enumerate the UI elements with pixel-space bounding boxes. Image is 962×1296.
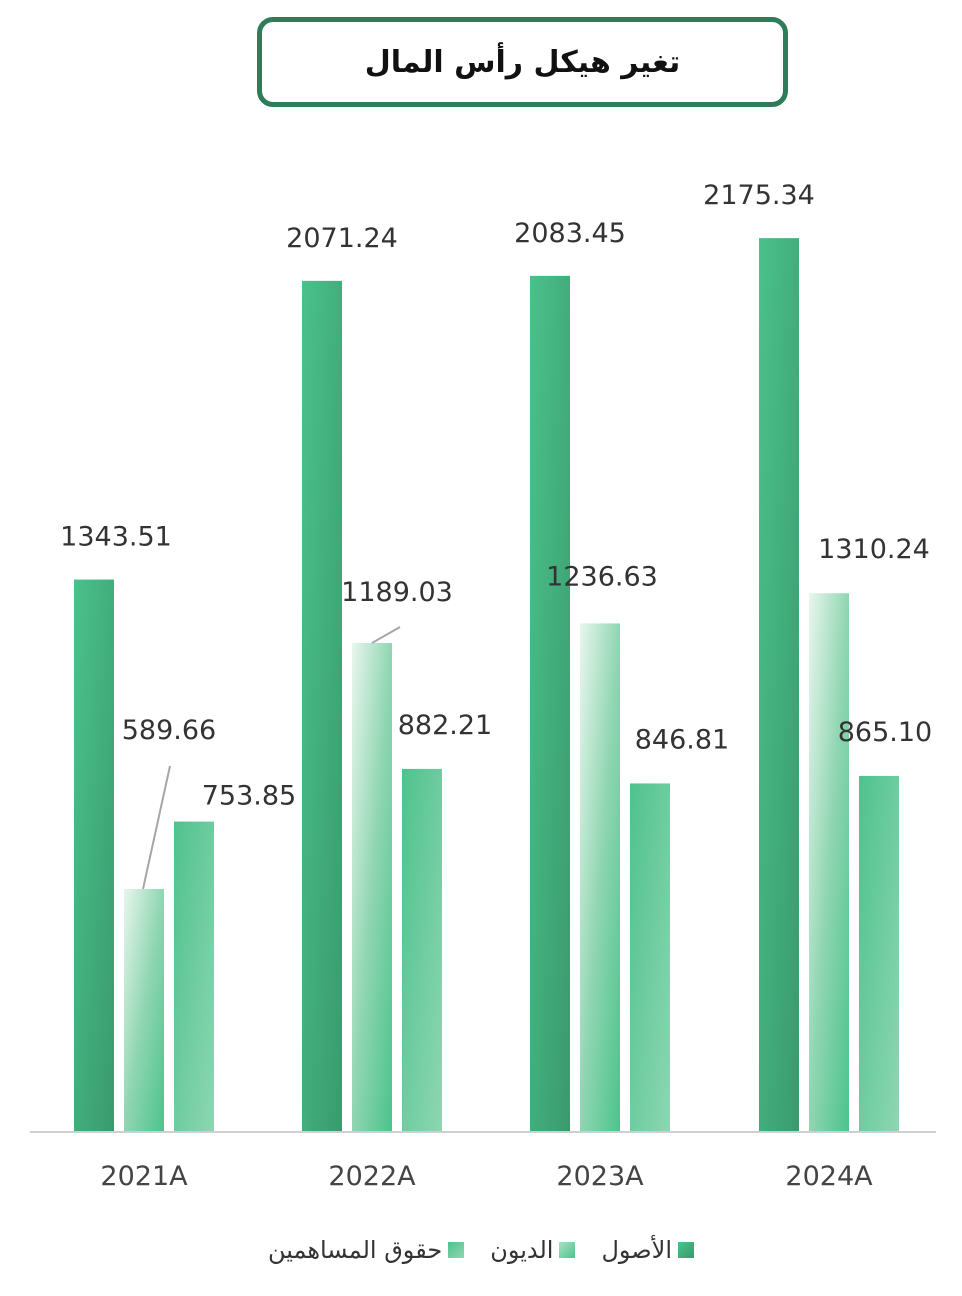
bar-assets-2023A [530, 275, 570, 1131]
data-label-assets-2023A: 2083.45 [514, 218, 626, 249]
leader-line-debt-2021A [142, 765, 171, 890]
bar-assets-2021A [74, 579, 114, 1131]
bar-equity-2024A [859, 775, 899, 1131]
data-label-debt-2022A: 1189.03 [341, 577, 453, 608]
x-tick-label-2021A: 2021A [100, 1161, 188, 1192]
legend-item-equity: حقوق المساهمين [267, 1236, 465, 1264]
legend-label-debt: الديون [490, 1236, 554, 1264]
bar-assets-2022A [302, 280, 342, 1132]
bar-debt-2022A [352, 642, 392, 1131]
legend-label-equity: حقوق المساهمين [267, 1236, 443, 1264]
chart-legend: حقوق المساهمين الديون الأصول [0, 1230, 962, 1270]
bar-equity-2022A [402, 768, 442, 1131]
x-tick-label-2022A: 2022A [328, 1161, 416, 1192]
x-tick-label-2024A: 2024A [785, 1161, 873, 1192]
legend-swatch-debt [559, 1242, 576, 1258]
legend-item-debt: الديون [490, 1236, 576, 1264]
bar-chart: 1343.51 589.66 753.85 2071.24 1189.03 882.21 2… [30, 180, 936, 1192]
bar-debt-2023A [580, 623, 620, 1131]
data-label-debt-2023A: 1236.63 [546, 561, 658, 592]
data-label-equity-2021A: 753.85 [202, 781, 296, 812]
legend-swatch-assets [678, 1242, 695, 1258]
data-label-debt-2024A: 1310.24 [818, 534, 930, 565]
data-label-assets-2022A: 2071.24 [286, 223, 398, 254]
legend-item-assets: الأصول [601, 1236, 695, 1264]
data-label-assets-2021A: 1343.51 [60, 522, 172, 553]
chart-title-box: تغير هيكل رأس المال [257, 17, 788, 107]
bar-equity-2021A [174, 821, 214, 1131]
legend-label-assets: الأصول [601, 1236, 673, 1264]
bar-assets-2024A [759, 238, 799, 1131]
leader-line-debt-2022A [371, 626, 401, 644]
data-label-equity-2022A: 882.21 [398, 710, 492, 741]
bar-equity-2023A [630, 783, 670, 1131]
bar-debt-2024A [809, 593, 849, 1131]
chart-title: تغير هيكل رأس المال [364, 44, 681, 80]
legend-swatch-equity [448, 1242, 465, 1258]
data-label-equity-2023A: 846.81 [635, 724, 729, 755]
data-label-equity-2024A: 865.10 [838, 717, 932, 748]
data-label-debt-2021A: 589.66 [122, 715, 216, 746]
x-tick-label-2023A: 2023A [556, 1161, 644, 1192]
data-label-assets-2024A: 2175.34 [703, 180, 815, 211]
bar-debt-2021A [124, 888, 164, 1131]
